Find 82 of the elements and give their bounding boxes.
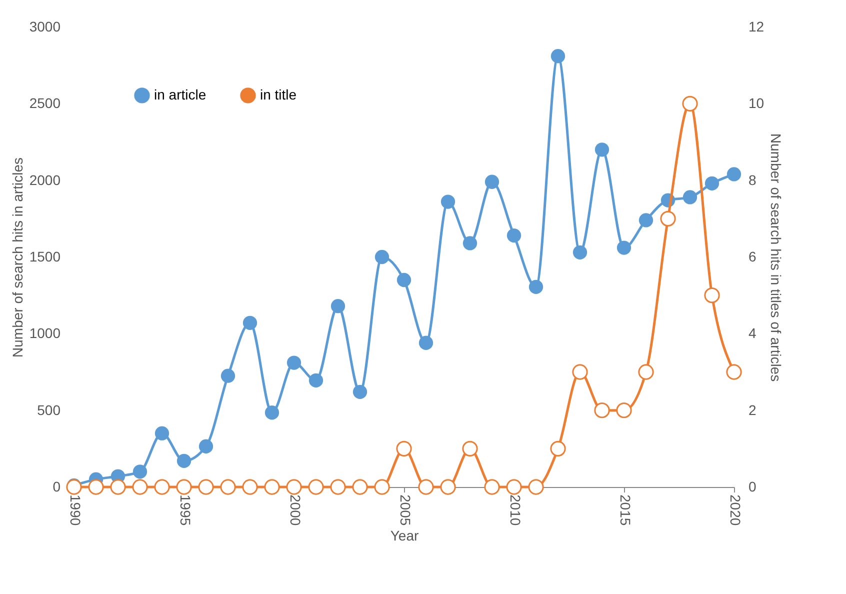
point	[264, 479, 280, 495]
point	[616, 402, 632, 418]
point	[132, 464, 148, 479]
point	[198, 479, 214, 495]
point	[704, 288, 720, 304]
point	[638, 213, 654, 228]
point	[308, 373, 324, 388]
point	[110, 479, 126, 495]
point	[242, 479, 258, 495]
y2-tick-label: 0	[748, 478, 756, 494]
legend-label: in title	[260, 86, 297, 102]
point	[418, 336, 434, 350]
y-tick-label: 2000	[29, 172, 61, 188]
x-tick-label: 2015	[618, 494, 634, 526]
x-tick-label: 2020	[728, 494, 744, 526]
point	[506, 479, 522, 495]
point	[616, 240, 632, 255]
point	[572, 364, 588, 380]
point	[286, 356, 302, 370]
point	[88, 479, 104, 495]
point	[264, 406, 280, 420]
point	[462, 236, 478, 250]
y2-axis-title: Number of search hits in titles of articles	[768, 133, 784, 382]
point	[484, 479, 500, 495]
point	[638, 364, 654, 380]
point	[154, 426, 170, 440]
point	[484, 174, 500, 189]
point	[374, 479, 390, 495]
y2-tick-label: 12	[748, 18, 764, 34]
y2-tick-label: 10	[748, 95, 764, 112]
point	[220, 368, 236, 383]
y-tick-label: 1500	[29, 248, 61, 264]
point	[550, 49, 566, 64]
x-tick-label: 2000	[288, 494, 304, 526]
point	[550, 440, 566, 456]
point	[198, 439, 214, 454]
y-tick-label: 1000	[29, 325, 61, 342]
y-tick-label: 0	[52, 478, 61, 494]
point	[330, 479, 346, 495]
legend-label: in article	[154, 86, 206, 102]
point	[352, 384, 368, 399]
point	[704, 176, 720, 190]
point	[462, 440, 478, 456]
point	[572, 245, 588, 260]
point	[506, 228, 522, 243]
point	[176, 479, 192, 495]
point	[220, 479, 236, 495]
y2-tick-label: 8	[748, 172, 756, 188]
point	[396, 440, 412, 456]
point	[726, 167, 742, 182]
point	[594, 142, 610, 157]
y2-tick-label: 4	[748, 325, 756, 342]
y2-tick-label: 6	[748, 248, 756, 264]
point	[374, 250, 390, 264]
point	[154, 479, 170, 495]
y-tick-label: 500	[37, 402, 61, 418]
y2-tick-label: 2	[748, 402, 756, 418]
point	[396, 272, 412, 288]
point	[352, 479, 368, 495]
point	[528, 479, 544, 495]
point	[418, 479, 434, 495]
point	[132, 479, 148, 495]
y-tick-label: 3000	[29, 18, 61, 34]
point	[682, 190, 698, 204]
point	[682, 96, 698, 112]
point	[308, 479, 324, 495]
x-tick-label: 1995	[178, 494, 194, 526]
y-tick-label: 2500	[29, 95, 61, 112]
point	[660, 210, 676, 226]
point	[242, 316, 258, 330]
y-axis-title: Number of search hits in articles	[9, 158, 26, 358]
x-tick-label: 2005	[398, 494, 414, 526]
point	[528, 280, 544, 294]
point	[176, 454, 192, 468]
point	[440, 479, 456, 495]
point	[594, 402, 610, 418]
point	[440, 194, 456, 209]
point	[330, 299, 346, 314]
x-tick-label: 1990	[68, 494, 84, 526]
point	[286, 479, 302, 495]
x-axis-title: Year	[390, 528, 419, 544]
x-tick-label: 2010	[508, 494, 524, 526]
